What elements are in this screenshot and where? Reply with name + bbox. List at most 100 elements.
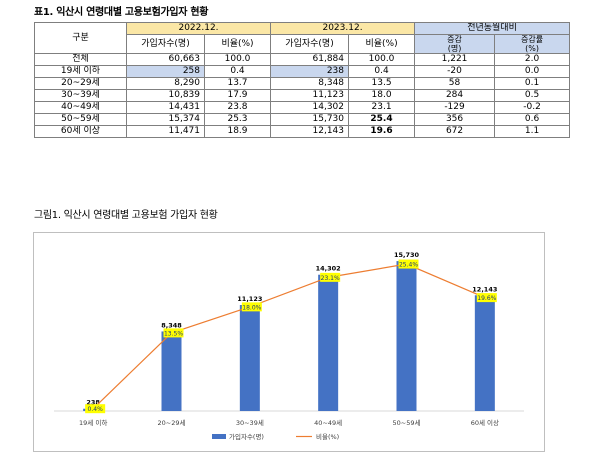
x-tick-label: 19세 이하 — [79, 418, 107, 427]
cell-count-2022: 11,471 — [126, 125, 205, 138]
cell-row-label: 30~39세 — [34, 89, 127, 102]
cell-row-label: 60세 이상 — [34, 125, 127, 138]
cell-count-2022: 14,431 — [126, 101, 205, 114]
cell-change: -129 — [414, 101, 496, 114]
header-change-line1: 증감 — [447, 35, 462, 45]
ratio-point-label: 13.5% — [164, 330, 183, 337]
cell-row-label: 20~29세 — [34, 77, 127, 90]
cell-change-rate: 0.5 — [494, 89, 571, 102]
table-row: 20~29세 8,290 13.7 8,348 13.5 58 0.1 — [34, 77, 571, 90]
header-rate-line2: (%) — [525, 44, 539, 53]
cell-change: 356 — [414, 113, 496, 126]
cell-count-2023: 15,730 — [270, 113, 350, 126]
cell-ratio-2022: 17.9 — [203, 89, 272, 102]
bar-value-label: 11,123 — [237, 295, 262, 303]
cell-ratio-2023: 23.1 — [348, 101, 416, 114]
cell-change-rate: 0.6 — [494, 113, 571, 126]
cell-ratio-2022: 18.9 — [203, 125, 272, 138]
ratio-label-bg — [241, 302, 262, 312]
legend-swatch-count — [212, 434, 226, 439]
cell-count-2023: 12,143 — [270, 125, 350, 138]
chart-title: 그림1. 익산시 연령대별 고용보험 가입자 현황 — [34, 210, 218, 221]
cell-change: -20 — [414, 65, 496, 78]
cell-ratio-2023: 19.6 — [348, 125, 416, 138]
header-category: 구분 — [34, 22, 127, 54]
cell-count-2022: 8,290 — [126, 77, 205, 90]
table-body: 전체 60,663 100.0 61,884 100.0 1,221 2.0 19세 이하 25… — [34, 53, 571, 138]
cell-change: 58 — [414, 77, 496, 90]
chart-container: 238 19세 이하 8,348 20~29세 11,123 30~39세 14,302 40… — [33, 232, 545, 452]
ratio-point-label: 18.0% — [242, 304, 261, 311]
cell-count-2022: 15,374 — [126, 113, 205, 126]
cell-ratio-2022: 0.4 — [203, 65, 272, 78]
cell-count-2022: 60,663 — [126, 53, 205, 66]
x-tick-label: 20~29세 — [158, 418, 186, 427]
cell-count-2023: 11,123 — [270, 89, 350, 102]
header-change-rate: 증감률 (%) — [494, 34, 571, 54]
bar — [396, 261, 417, 411]
employment-insurance-table: 구분 2022.12. 2023.12. 전년동월대비 가입자수(명) 비율(%… — [34, 22, 571, 138]
ratio-point-label: 19.6% — [477, 295, 496, 302]
cell-change-rate: 0.0 — [494, 65, 571, 78]
bar-value-label: 15,730 — [394, 251, 420, 259]
bar-value-label: 12,143 — [472, 285, 497, 293]
combo-chart: 238 19세 이하 8,348 20~29세 11,123 30~39세 14,302 40… — [54, 251, 524, 441]
ratio-point-label: 23.1% — [321, 275, 340, 282]
cell-ratio-2022: 13.7 — [203, 77, 272, 90]
x-tick-label: 30~39세 — [236, 418, 264, 427]
bar — [318, 274, 339, 411]
header-change-line2: (명) — [447, 44, 462, 53]
ratio-line — [92, 263, 486, 410]
cell-count-2022: 10,839 — [126, 89, 205, 102]
cell-ratio-2022: 25.3 — [203, 113, 272, 126]
table-row: 전체 60,663 100.0 61,884 100.0 1,221 2.0 — [34, 53, 571, 66]
header-count-2023: 가입자수(명) — [270, 34, 350, 54]
ratio-point-label: 25.4% — [399, 262, 418, 269]
table-row: 30~39세 10,839 17.9 11,123 18.0 284 0.5 — [34, 89, 571, 102]
cell-ratio-2022: 23.8 — [203, 101, 272, 114]
ratio-label-bg — [320, 272, 341, 282]
header-count-2022: 가입자수(명) — [126, 34, 205, 54]
ratio-label-bg — [398, 259, 419, 269]
bar-value-label: 238 — [86, 399, 100, 407]
cell-count-2022: 258 — [126, 65, 205, 78]
cell-ratio-2023: 0.4 — [348, 65, 416, 78]
header-yoy-compare: 전년동월대비 — [414, 22, 571, 35]
cell-change: 1,221 — [414, 53, 496, 66]
bar-value-label: 8,348 — [161, 321, 182, 329]
cell-change: 284 — [414, 89, 496, 102]
cell-ratio-2023: 25.4 — [348, 113, 416, 126]
ratio-label-bg — [85, 404, 106, 414]
cell-change-rate: 2.0 — [494, 53, 571, 66]
cell-count-2023: 8,348 — [270, 77, 350, 90]
x-tick-label: 60세 이상 — [471, 418, 499, 427]
table-title: 표1. 익산시 연령대별 고용보험가입자 현황 — [34, 7, 209, 18]
table-row: 50~59세 15,374 25.3 15,730 25.4 356 0.6 — [34, 113, 571, 126]
cell-row-label: 전체 — [34, 53, 127, 66]
ratio-point-label: 0.4% — [88, 406, 104, 413]
cell-change-rate: 1.1 — [494, 125, 571, 138]
legend-label-ratio: 비율(%) — [316, 432, 339, 441]
cell-change-rate: -0.2 — [494, 101, 571, 114]
header-year-2023: 2023.12. — [270, 22, 416, 35]
table-row: 40~49세 14,431 23.8 14,302 23.1 -129 -0.2 — [34, 101, 571, 114]
header-rate-line1: 증감률 — [520, 35, 544, 45]
header-ratio-2022: 비율(%) — [203, 34, 272, 54]
cell-ratio-2023: 100.0 — [348, 53, 416, 66]
x-tick-label: 40~49세 — [314, 418, 342, 427]
cell-row-label: 19세 이하 — [34, 65, 127, 78]
bar-value-label: 14,302 — [316, 265, 341, 273]
cell-row-label: 40~49세 — [34, 101, 127, 114]
header-year-2022: 2022.12. — [125, 22, 272, 35]
table-row: 19세 이하 258 0.4 238 0.4 -20 0.0 — [34, 65, 571, 78]
cell-ratio-2023: 13.5 — [348, 77, 416, 90]
cell-change: 672 — [414, 125, 496, 138]
cell-change-rate: 0.1 — [494, 77, 571, 90]
cell-count-2023: 61,884 — [270, 53, 350, 66]
cell-count-2023: 14,302 — [270, 101, 350, 114]
cell-row-label: 50~59세 — [34, 113, 127, 126]
header-ratio-2023: 비율(%) — [348, 34, 416, 54]
bar — [474, 295, 495, 411]
cell-ratio-2023: 18.0 — [348, 89, 416, 102]
header-change: 증감 (명) — [414, 34, 496, 54]
